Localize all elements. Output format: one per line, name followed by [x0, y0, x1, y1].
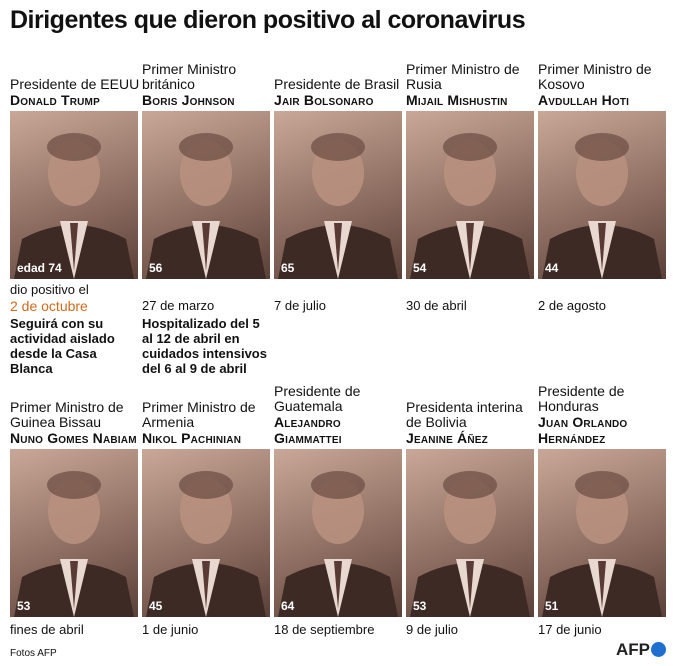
leader-age: 45 — [149, 599, 163, 613]
leader-photo: 53 — [10, 449, 138, 617]
leader-header: Presidente de Guatemala Alejandro Giammat… — [274, 376, 402, 447]
leader-name: Juan Orlando Hernández — [538, 414, 628, 446]
leader-age: 53 — [413, 599, 427, 613]
positive-date: fines de abril — [10, 622, 84, 637]
positive-date: 9 de julio — [406, 622, 459, 637]
status-note: Seguirá con su actividad aislado desde l… — [10, 316, 115, 376]
leader-role: Presidente de Guatemala — [274, 383, 361, 414]
leader-photo: 64 — [274, 449, 402, 617]
leader-age: edad 74 — [17, 261, 62, 275]
leader-role: Presidenta interina de Bolivia — [406, 399, 523, 430]
status-note: Hospitalizado del 5 al 12 de abril en cu… — [142, 316, 267, 376]
leader-name: Jeanine Áñez — [406, 430, 488, 446]
photo-credit: Fotos AFP — [10, 648, 57, 659]
leader-role: Primer Ministro de Rusia — [406, 61, 520, 92]
leader-name: Jair Bolsonaro — [274, 92, 374, 108]
leader-header: Presidente de Brasil Jair Bolsonaro — [274, 38, 402, 109]
leader-name: Mijail Mishustin — [406, 92, 508, 108]
afp-logo-text: AFP — [616, 640, 650, 659]
leader-age: 65 — [281, 261, 295, 275]
leader-name: Boris Johnson — [142, 92, 235, 108]
leader-photo: 65 — [274, 111, 402, 279]
positive-date: 18 de septiembre — [274, 622, 375, 637]
positive-date: 27 de marzo — [142, 298, 215, 313]
page-title: Dirigentes que dieron positivo al corona… — [10, 6, 526, 34]
leader-age: 54 — [413, 261, 427, 275]
leader-header: Primer Ministro de Armenia Nikol Pachinia… — [142, 376, 270, 447]
positive-date: dio positivo el 2 de octubre — [10, 282, 89, 314]
leader-name: Alejandro Giammattei — [274, 414, 342, 446]
leader-header: Presidente de EEUU Donald Trump — [10, 38, 140, 109]
leader-header: Primer Ministro británico Boris Johnson — [142, 38, 270, 109]
leader-age: 44 — [545, 261, 559, 275]
date-highlight: 2 de octubre — [10, 298, 88, 314]
leader-name: Avdullah Hoti — [538, 92, 630, 108]
leader-role: Primer Ministro británico — [142, 61, 237, 92]
leader-photo: 44 — [538, 111, 666, 279]
leader-role: Primer Ministro de Kosovo — [538, 61, 652, 92]
leader-name: Nikol Pachinian — [142, 430, 242, 446]
date-intro: dio positivo el — [10, 282, 89, 297]
leader-photo: 51 — [538, 449, 666, 617]
leader-role: Primer Ministro de Armenia — [142, 399, 256, 430]
leader-header: Primer Ministro de Kosovo Avdullah Hoti — [538, 38, 666, 109]
leader-name: Nuno Gomes Nabiam — [10, 430, 137, 446]
leader-role: Primer Ministro de Guinea Bissau — [10, 399, 124, 430]
positive-date: 1 de junio — [142, 622, 199, 637]
positive-date: 17 de junio — [538, 622, 602, 637]
leader-header: Presidenta interina de Bolivia Jeanine Áñ… — [406, 376, 534, 447]
leader-age: 51 — [545, 599, 559, 613]
positive-date: 30 de abril — [406, 298, 467, 313]
leader-photo: 53 — [406, 449, 534, 617]
leader-age: 53 — [17, 599, 31, 613]
leader-age: 56 — [149, 261, 163, 275]
leader-photo: 45 — [142, 449, 270, 617]
leader-role: Presidente de EEUU — [10, 76, 140, 92]
leader-header: Presidente de Honduras Juan Orlando Herná… — [538, 376, 666, 447]
afp-logo: AFP — [616, 640, 666, 660]
afp-logo-dot — [651, 642, 666, 657]
leader-role: Presidente de Honduras — [538, 383, 625, 414]
leader-photo: 56 — [142, 111, 270, 279]
leader-header: Primer Ministro de Guinea Bissau Nuno Gom… — [10, 376, 138, 447]
leader-photo: 54 — [406, 111, 534, 279]
leader-role: Presidente de Brasil — [274, 76, 400, 92]
leader-photo: edad 74 — [10, 111, 138, 279]
leader-name: Donald Trump — [10, 92, 100, 108]
positive-date: 2 de agosto — [538, 298, 606, 313]
leader-header: Primer Ministro de Rusia Mijail Mishustin — [406, 38, 534, 109]
leader-age: 64 — [281, 599, 295, 613]
positive-date: 7 de julio — [274, 298, 327, 313]
